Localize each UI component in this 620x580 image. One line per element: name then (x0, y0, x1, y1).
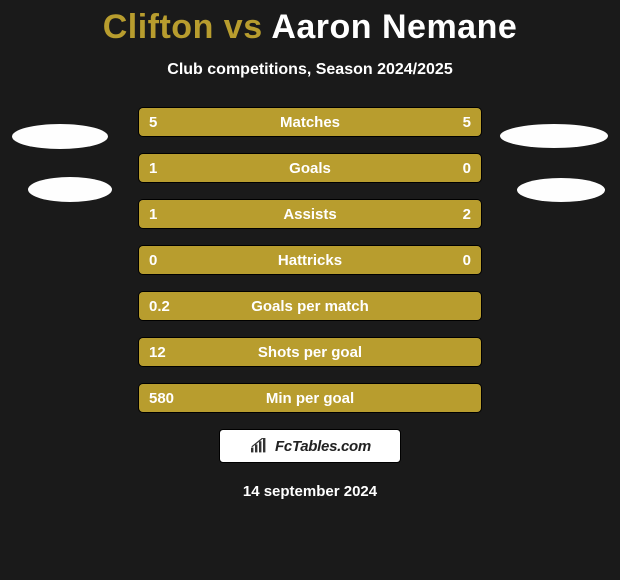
stat-bar-left (139, 292, 481, 320)
stat-row: 00Hattricks (138, 245, 482, 275)
stat-row: 0.2Goals per match (138, 291, 482, 321)
title-vs: vs (224, 8, 263, 46)
stat-bar-left (139, 246, 310, 274)
stat-bar-left (139, 338, 481, 366)
avatar-placeholder (517, 178, 605, 202)
source-badge[interactable]: FcTables.com (219, 429, 401, 463)
avatar-placeholder (12, 124, 108, 149)
stat-row: 10Goals (138, 153, 482, 183)
chart-icon (249, 438, 269, 454)
stat-bar-left (139, 108, 310, 136)
stat-bar-right (252, 200, 481, 228)
avatar-placeholder (500, 124, 608, 148)
stat-row: 580Min per goal (138, 383, 482, 413)
page-title: Clifton vs Aaron Nemane (0, 0, 620, 47)
stat-bar-left (139, 154, 481, 182)
avatar-placeholder (28, 177, 112, 202)
source-badge-text: FcTables.com (275, 438, 371, 455)
stat-row: 12Assists (138, 199, 482, 229)
stat-bar-left (139, 200, 252, 228)
stat-bar-right (310, 246, 481, 274)
date-text: 14 september 2024 (0, 483, 620, 500)
subtitle: Club competitions, Season 2024/2025 (0, 61, 620, 79)
title-player2: Aaron Nemane (271, 8, 517, 46)
stat-bar-right (310, 108, 481, 136)
stat-row: 12Shots per goal (138, 337, 482, 367)
stat-bar-left (139, 384, 481, 412)
stats-panel: 55Matches 10Goals 12Assists 00Hattricks 0.2G… (138, 107, 482, 413)
title-player1: Clifton (103, 8, 214, 46)
stat-row: 55Matches (138, 107, 482, 137)
